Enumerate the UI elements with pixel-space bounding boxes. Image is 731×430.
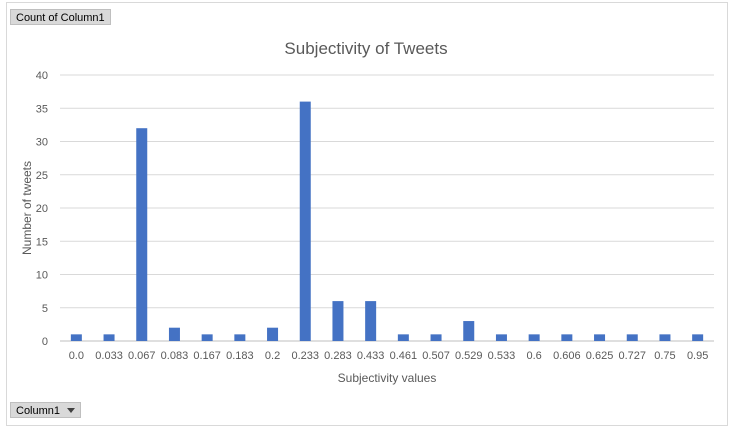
bar <box>626 334 638 341</box>
y-tick-label: 40 <box>36 70 48 82</box>
y-tick-label: 35 <box>36 103 48 115</box>
bar <box>332 301 344 341</box>
x-tick-label: 0.529 <box>455 350 483 362</box>
bar <box>103 334 115 341</box>
bar <box>299 101 311 341</box>
y-tick-label: 30 <box>36 137 48 149</box>
bar <box>659 334 671 341</box>
y-tick-label: 15 <box>36 236 48 248</box>
x-tick-label: 0.625 <box>586 350 614 362</box>
axis-field-label: Column1 <box>16 405 61 417</box>
x-tick-label: 0.727 <box>618 350 646 362</box>
x-tick-label: 0.533 <box>488 350 516 362</box>
bar <box>267 327 279 341</box>
y-tick-label: 0 <box>42 336 48 348</box>
chevron-down-icon[interactable] <box>67 408 76 413</box>
x-tick-label: 0.75 <box>654 350 675 362</box>
x-tick-label: 0.283 <box>324 350 352 362</box>
gridlines <box>60 74 714 342</box>
y-tick-label: 25 <box>36 170 48 182</box>
bar <box>561 334 573 341</box>
bar <box>463 321 475 341</box>
y-axis-title: Number of tweets <box>20 161 34 255</box>
y-tick-label: 10 <box>36 270 48 282</box>
value-field-button[interactable]: Count of Column1 <box>10 9 111 25</box>
chart-area <box>6 2 728 426</box>
x-tick-label: 0.6 <box>527 350 542 362</box>
x-tick-label: 0.95 <box>687 350 708 362</box>
x-tick-label: 0.433 <box>357 350 385 362</box>
x-tick-label: 0.461 <box>390 350 418 362</box>
axis-field-dropdown[interactable]: Column1 <box>10 402 82 418</box>
bar <box>365 301 377 341</box>
x-tick-label: 0.0 <box>69 350 84 362</box>
y-tick-label: 5 <box>42 303 48 315</box>
x-tick-label: 0.033 <box>95 350 123 362</box>
x-tick-label: 0.233 <box>291 350 319 362</box>
bar <box>201 334 213 341</box>
x-tick-label: 0.083 <box>161 350 189 362</box>
x-tick-label: 0.183 <box>226 350 254 362</box>
bar <box>397 334 409 341</box>
bar <box>168 327 180 341</box>
x-tick-label: 0.606 <box>553 350 581 362</box>
y-tick-labels: 0 5 10 15 20 25 30 35 40 <box>36 70 48 348</box>
bar <box>594 334 606 341</box>
x-tick-label: 0.2 <box>265 350 280 362</box>
bar <box>430 334 442 341</box>
bar <box>136 128 148 341</box>
x-tick-labels: 0.0 0.033 0.067 0.083 0.167 0.183 0.2 0.233 0.28… <box>69 350 709 362</box>
y-tick-label: 20 <box>36 203 48 215</box>
bar <box>234 334 246 341</box>
x-tick-label: 0.067 <box>128 350 156 362</box>
bar <box>528 334 540 341</box>
bar <box>495 334 507 341</box>
x-tick-label: 0.507 <box>422 350 450 362</box>
x-tick-label: 0.167 <box>193 350 221 362</box>
bars <box>70 101 704 341</box>
chart-title: Subjectivity of Tweets <box>284 39 447 58</box>
bar <box>692 334 704 341</box>
bar <box>70 334 82 341</box>
x-axis-title: Subjectivity values <box>338 371 437 385</box>
